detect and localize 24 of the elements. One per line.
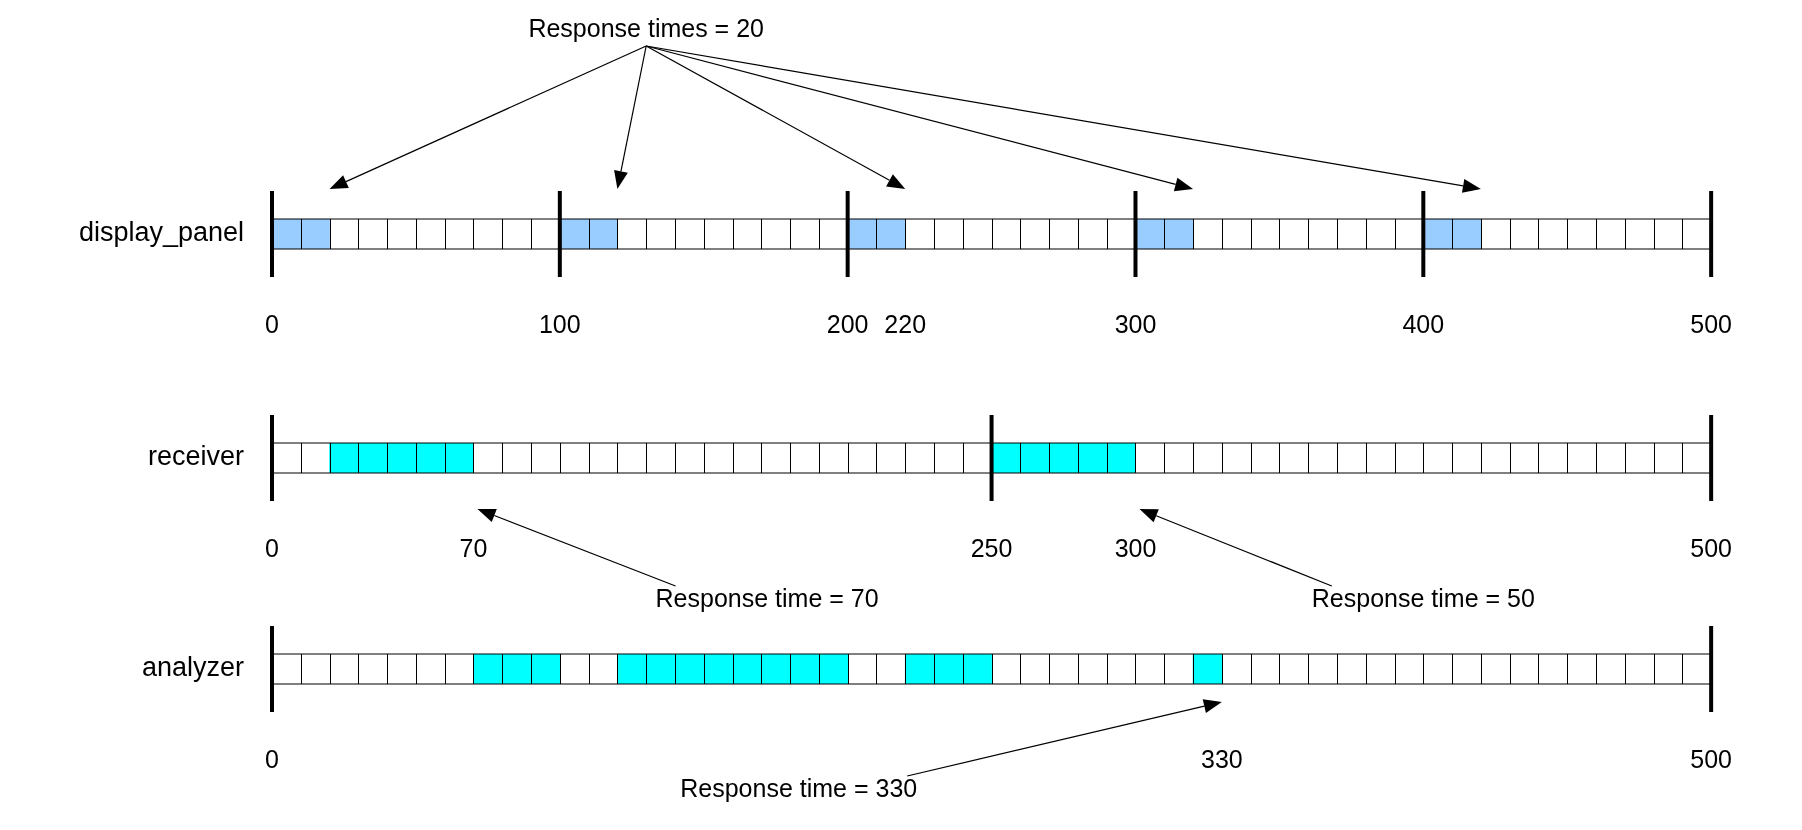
x-tick-label: 250 xyxy=(970,533,1013,562)
bar xyxy=(473,654,561,684)
annotation: Response time = 330 xyxy=(680,773,918,802)
y-tick-label: display_panel xyxy=(78,217,244,248)
x-tick-label: 500 xyxy=(1690,744,1732,773)
annotation: Response time = 50 xyxy=(1311,583,1535,612)
x-tick-label: 0 xyxy=(265,744,279,773)
text: Response times = 20 xyxy=(528,13,764,42)
x-tick-label: 500 xyxy=(1690,533,1732,562)
x-tick-label: 220 xyxy=(884,309,927,338)
x-tick-label: 0 xyxy=(265,533,279,562)
x-tick-label: 330 xyxy=(1200,744,1243,773)
x-tick-label: 200 xyxy=(826,309,869,338)
bar xyxy=(617,654,848,684)
x-tick-label: 70 xyxy=(459,533,488,562)
x-tick-label: 400 xyxy=(1402,309,1445,338)
y-tick-label: receiver xyxy=(147,441,245,472)
y-tick-label: analyzer xyxy=(141,652,244,683)
x-tick-label: 100 xyxy=(538,309,581,338)
x-tick-label: 0 xyxy=(265,309,279,338)
x-tick-label: 300 xyxy=(1114,309,1157,338)
x-tick-label: 300 xyxy=(1114,533,1157,562)
x-tick-label: 500 xyxy=(1690,309,1732,338)
annotation: Response time = 70 xyxy=(655,583,879,612)
